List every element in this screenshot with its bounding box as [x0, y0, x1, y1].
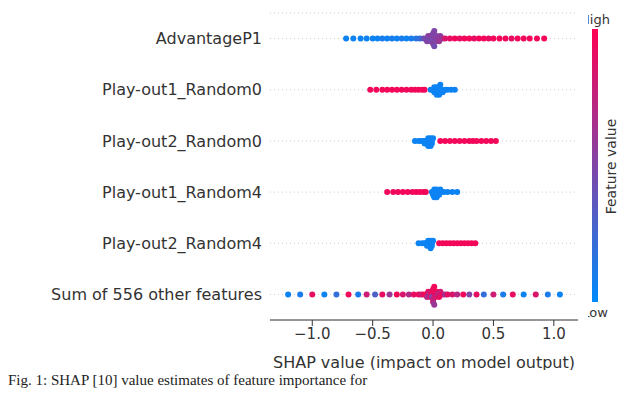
svg-text:Play-out2_Random0: Play-out2_Random0 — [102, 132, 262, 152]
svg-text:Play-out1_Random0: Play-out1_Random0 — [102, 80, 262, 100]
svg-text:0.0: 0.0 — [421, 325, 445, 343]
svg-text:−1.0: −1.0 — [294, 325, 330, 343]
svg-text:SHAP value (impact on model ou: SHAP value (impact on model output) — [273, 353, 575, 370]
svg-text:Sum of 556 other features: Sum of 556 other features — [51, 285, 262, 304]
svg-text:−0.5: −0.5 — [354, 325, 390, 343]
svg-text:Play-out2_Random4: Play-out2_Random4 — [102, 234, 262, 254]
svg-text:High: High — [588, 12, 610, 27]
svg-text:Feature value: Feature value — [603, 119, 619, 215]
svg-text:1.0: 1.0 — [542, 325, 566, 343]
svg-text:AdvantageP1: AdvantageP1 — [156, 29, 262, 48]
svg-text:Low: Low — [588, 305, 608, 320]
html-text:Fig. 1: SHAP [10] value estima: Fig. 1: SHAP [10] value estimates of fea… — [8, 372, 368, 388]
svg-text:0.5: 0.5 — [482, 325, 506, 343]
svg-text:Play-out1_Random4: Play-out1_Random4 — [102, 183, 262, 203]
